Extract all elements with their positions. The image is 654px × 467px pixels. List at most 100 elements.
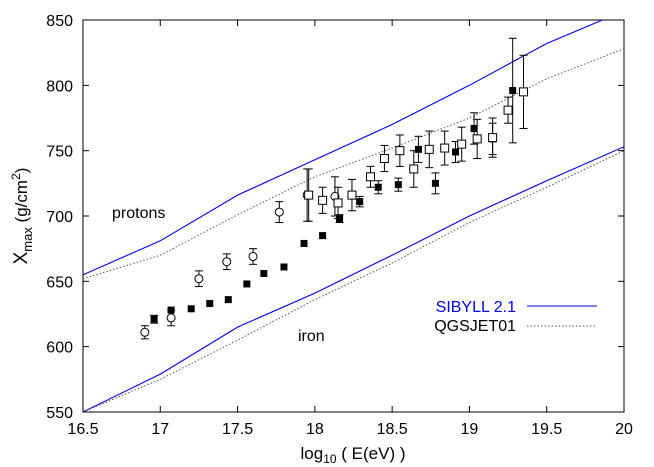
marker	[347, 190, 357, 200]
filled-square-point	[150, 314, 159, 324]
x-tick-label: 18	[306, 421, 324, 438]
filled-square-point	[167, 306, 175, 314]
marker	[394, 181, 402, 189]
open-square-point	[395, 134, 405, 167]
marker	[222, 257, 232, 267]
legend-label-sibyll: SIBYLL 2.1	[436, 299, 516, 316]
marker	[414, 145, 422, 153]
open-circle-point	[140, 325, 150, 340]
legend: SIBYLL 2.1 QGSJET01	[434, 299, 597, 335]
open-square-point	[472, 118, 482, 160]
marker	[318, 195, 328, 205]
y-tick-label: 850	[46, 13, 73, 30]
open-square-point	[457, 126, 467, 162]
x-tick-label: 18.5	[377, 421, 408, 438]
open-square-point	[440, 130, 450, 166]
open-square-point	[318, 186, 328, 214]
open-square-point	[424, 130, 434, 169]
annotation-protons: protons	[112, 205, 165, 222]
marker	[206, 300, 214, 308]
open-square-point	[409, 150, 419, 188]
marker	[187, 305, 195, 313]
open-square-point	[488, 117, 498, 158]
filled-square-point	[206, 300, 214, 308]
marker	[457, 139, 467, 149]
marker	[379, 154, 389, 164]
filled-square-point	[187, 305, 195, 313]
marker	[509, 87, 517, 95]
annotation-iron: iron	[298, 328, 325, 345]
y-tick-label: 550	[46, 405, 73, 422]
y-tick-label: 600	[46, 340, 73, 357]
filled-square-point	[355, 195, 364, 208]
x-tick-label: 20	[615, 421, 633, 438]
marker	[409, 164, 419, 174]
x-tick-label: 17.5	[222, 421, 253, 438]
marker	[452, 148, 460, 156]
marker	[356, 198, 364, 206]
marker	[280, 263, 288, 271]
marker	[140, 327, 150, 337]
x-axis-label: log10 ( E(eV) )	[301, 444, 406, 466]
open-square-point	[304, 168, 314, 222]
marker	[431, 179, 439, 187]
marker	[248, 252, 258, 262]
axis-ticks: 16.5 17 17.5 18 18.5 19 19.5 20 550 600 650 700 750 8…	[46, 13, 633, 438]
sibyll-protons-line	[83, 20, 604, 276]
y-tick-label: 650	[46, 274, 73, 291]
open-square-point	[503, 96, 513, 124]
filled-square-point	[394, 177, 403, 192]
filled-square-point	[300, 239, 308, 247]
open-circle-point	[194, 270, 204, 288]
filled-square-point	[319, 232, 327, 240]
marker	[167, 306, 175, 314]
x-tick-label: 16.5	[67, 421, 98, 438]
marker	[424, 144, 434, 154]
y-axis-label: Xmax (g/cm2)	[9, 168, 35, 265]
marker	[300, 239, 308, 247]
marker	[166, 313, 176, 323]
marker	[333, 198, 343, 208]
marker	[150, 315, 158, 323]
marker	[440, 143, 450, 153]
open-square-point	[519, 54, 529, 129]
open-circle-point	[274, 201, 284, 224]
marker	[519, 87, 529, 97]
marker	[395, 146, 405, 156]
legend-label-qgsjet: QGSJET01	[434, 318, 516, 335]
marker	[274, 207, 284, 217]
marker	[374, 183, 382, 191]
marker	[319, 232, 327, 240]
y-tick-label: 700	[46, 209, 73, 226]
open-square-point	[366, 165, 376, 188]
open-square-point	[333, 186, 343, 220]
model-lines	[83, 20, 624, 412]
marker	[304, 190, 314, 200]
x-tick-label: 19	[461, 421, 479, 438]
x-tick-label: 17	[151, 421, 169, 438]
filled-square-point	[243, 280, 251, 288]
filled-square-point	[224, 296, 232, 304]
marker	[470, 124, 478, 132]
marker	[224, 296, 232, 304]
filled-square-point	[414, 135, 423, 163]
marker	[243, 280, 251, 288]
marker	[503, 105, 513, 115]
filled-square-point	[508, 37, 517, 144]
open-circle-point	[222, 253, 232, 271]
qgsjet-protons-line	[83, 48, 624, 280]
filled-square-point	[280, 263, 288, 271]
filled-square-point	[431, 172, 440, 195]
filled-square-point	[260, 269, 268, 277]
y-tick-label: 800	[46, 78, 73, 95]
filled-square-point	[374, 180, 383, 195]
qgsjet-iron-line	[83, 150, 624, 412]
open-square-point	[347, 178, 357, 212]
x-tick-label: 19.5	[531, 421, 562, 438]
marker	[194, 274, 204, 284]
sibyll-iron-line	[83, 146, 624, 412]
marker	[260, 269, 268, 277]
marker	[488, 133, 498, 143]
open-circle-point	[330, 176, 340, 217]
